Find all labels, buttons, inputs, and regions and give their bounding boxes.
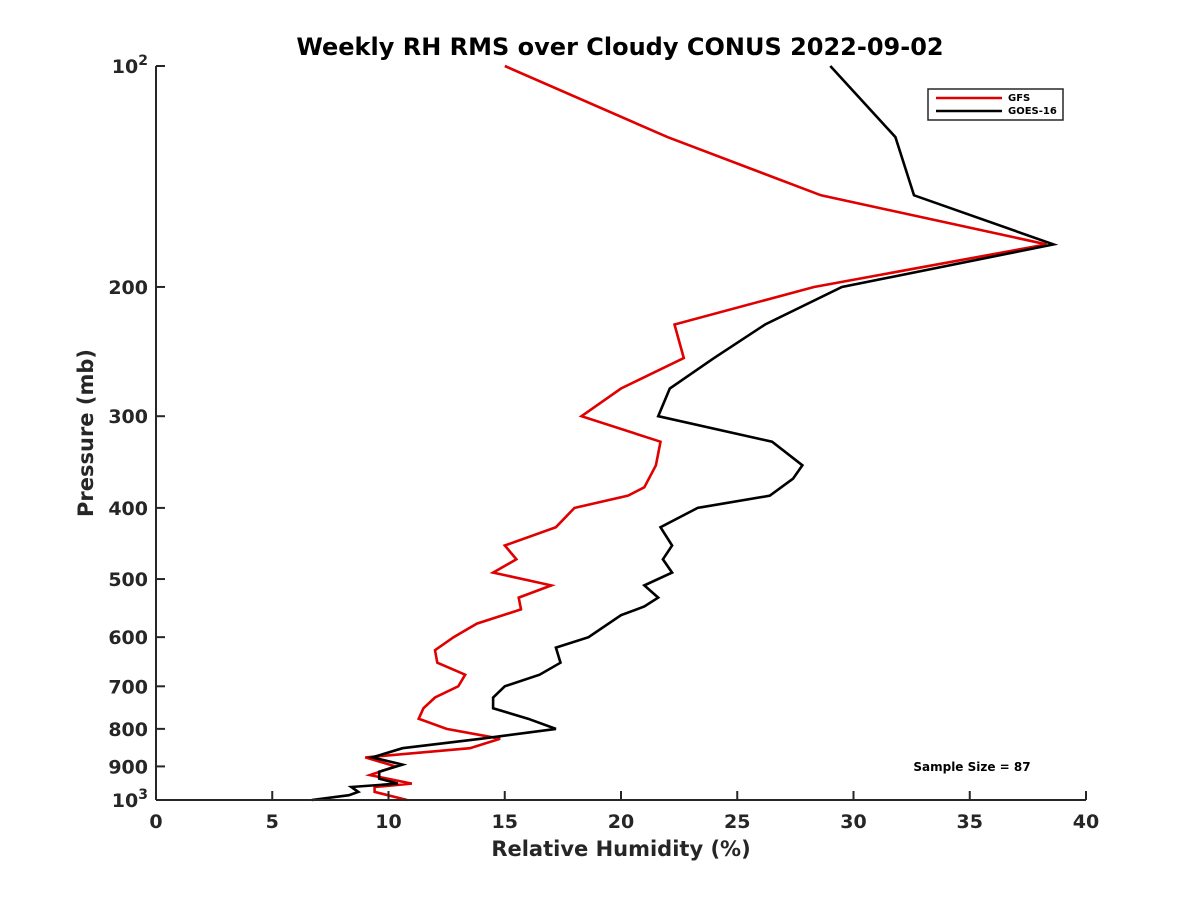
y-tick-label: 900 (108, 756, 148, 778)
legend-label-gfs: GFS (1008, 93, 1030, 104)
y-tick-label: 800 (108, 719, 148, 741)
x-tick-label: 20 (608, 811, 634, 833)
x-tick-label: 15 (492, 811, 518, 833)
x-tick-label: 25 (724, 811, 750, 833)
series-line-goes16 (311, 65, 1059, 802)
sample-size-annotation: Sample Size = 87 (913, 760, 1030, 774)
x-tick-label: 40 (1073, 811, 1099, 833)
x-tick-label: 0 (149, 811, 162, 833)
x-axis-ticks: 0 5 10 15 20 25 30 35 40 (149, 791, 1099, 833)
y-tick-label: 103 (112, 787, 148, 812)
chart-title: Weekly RH RMS over Cloudy CONUS 2022-09-… (296, 33, 943, 61)
legend: GFS GOES-16 (927, 88, 1064, 121)
x-tick-label: 10 (375, 811, 401, 833)
y-tick-label: 700 (108, 676, 148, 698)
y-tick-label: 400 (108, 498, 148, 520)
x-axis-label: Relative Humidity (%) (491, 837, 750, 861)
x-tick-label: 30 (840, 811, 866, 833)
series-line-gfs (364, 64, 1047, 802)
y-axis-ticks: 102 200 300 400 500 600 700 800 900 103 (108, 53, 165, 812)
legend-box (927, 88, 1064, 121)
y-axis-label: Pressure (mb) (74, 349, 98, 517)
x-tick-label: 35 (957, 811, 983, 833)
y-tick-label: 102 (112, 53, 148, 78)
y-tick-label: 200 (108, 277, 148, 299)
y-tick-label: 600 (108, 627, 148, 649)
y-tick-label: 300 (108, 406, 148, 428)
plot-area (311, 64, 1059, 802)
y-tick-label: 500 (108, 569, 148, 591)
x-tick-label: 5 (266, 811, 279, 833)
legend-label-goes16: GOES-16 (1008, 106, 1057, 117)
